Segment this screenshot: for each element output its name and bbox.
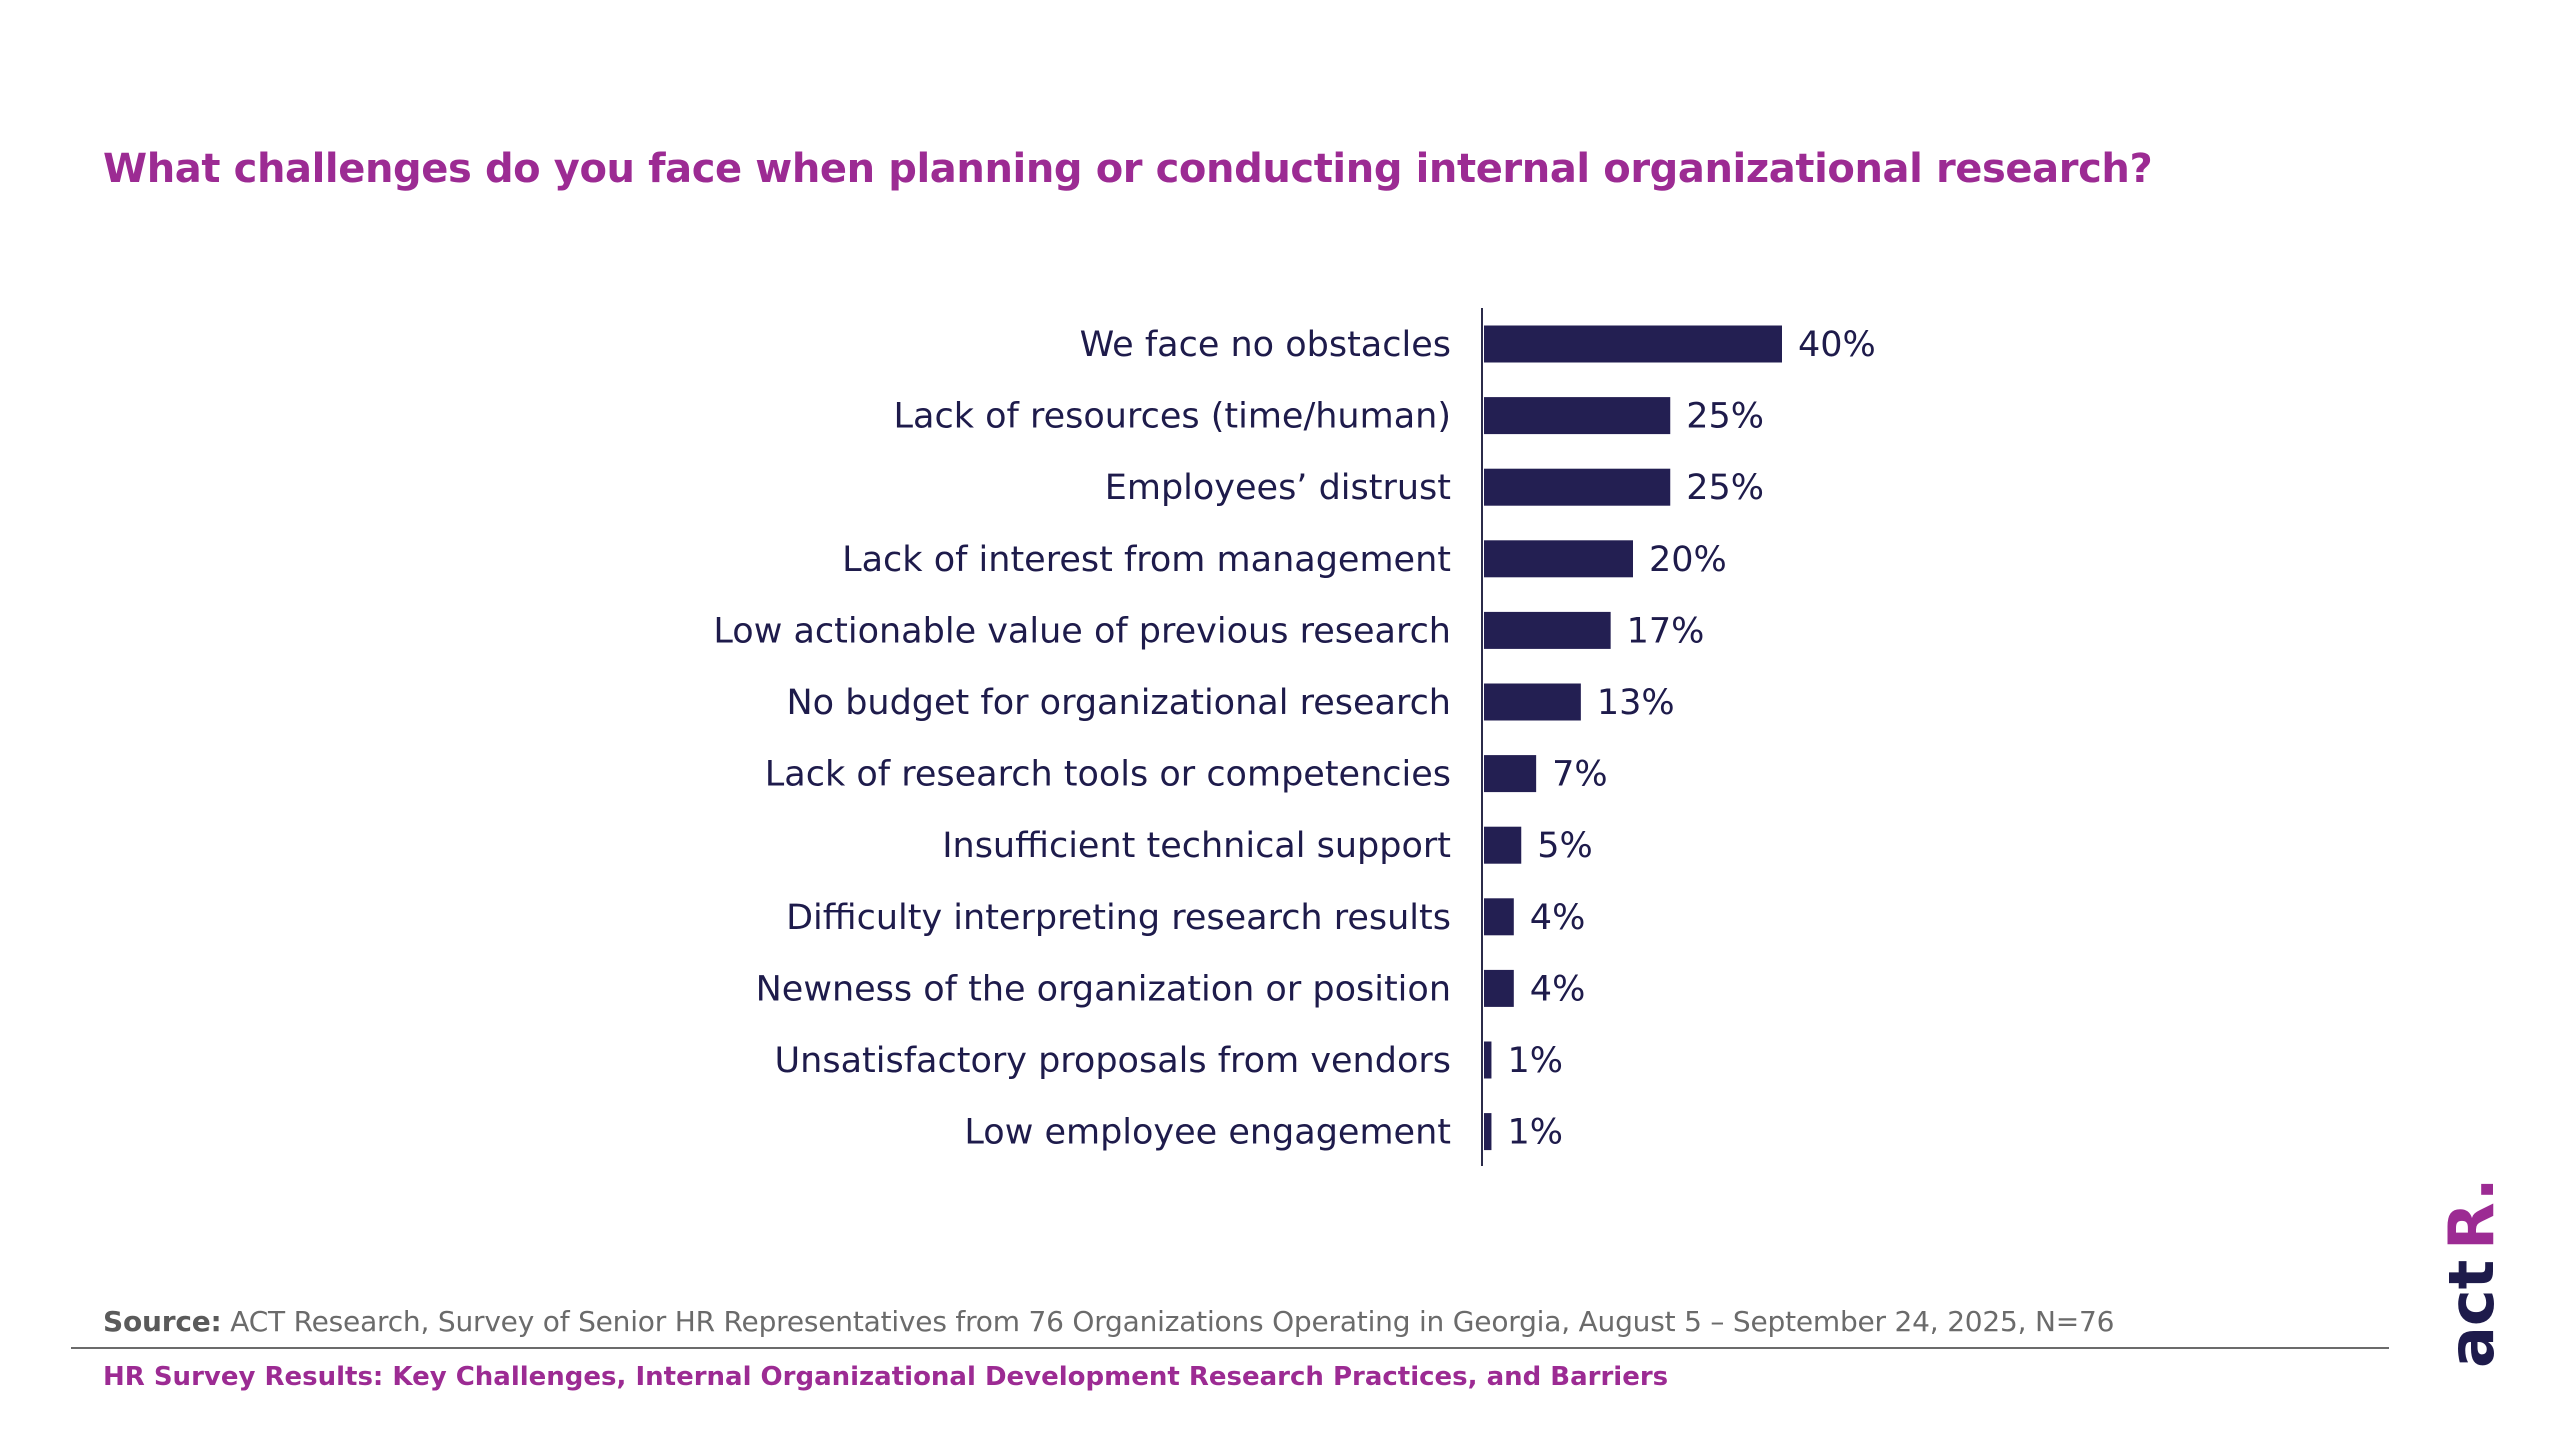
category-label-4: Lack of interest from management bbox=[842, 540, 1451, 580]
bars-group bbox=[1484, 325, 1782, 1151]
value-label-4: 20% bbox=[1649, 540, 1727, 580]
category-label-12: Low employee engagement bbox=[964, 1113, 1451, 1153]
category-label-11: Unsatisfactory proposals from vendors bbox=[775, 1041, 1451, 1081]
category-label-1: We face no obstacles bbox=[1080, 325, 1451, 365]
bar-8 bbox=[1484, 826, 1522, 864]
value-label-12: 1% bbox=[1507, 1113, 1563, 1153]
bar-3 bbox=[1484, 468, 1671, 506]
value-label-7: 7% bbox=[1552, 755, 1608, 795]
page-title: What challenges do you face when plannin… bbox=[103, 146, 2153, 192]
category-label-5: Low actionable value of previous researc… bbox=[713, 611, 1451, 651]
bar-2 bbox=[1484, 397, 1671, 435]
value-label-8: 5% bbox=[1537, 826, 1593, 866]
bar-9 bbox=[1484, 898, 1514, 936]
value-label-10: 4% bbox=[1530, 969, 1586, 1009]
bar-11 bbox=[1484, 1041, 1492, 1079]
source-label: Source: bbox=[103, 1305, 222, 1338]
category-labels-group: We face no obstacles Lack of resources (t… bbox=[713, 325, 1451, 1153]
value-label-9: 4% bbox=[1530, 898, 1586, 938]
bar-10 bbox=[1484, 969, 1514, 1007]
value-label-3: 25% bbox=[1686, 468, 1764, 508]
act-logo: act R. bbox=[2445, 1178, 2505, 1368]
value-labels-group: 40% 25% 25% 20% 17% 13% 7% 5% 4% 4% 1% 1% bbox=[1507, 325, 1875, 1153]
category-label-8: Insufficient technical support bbox=[942, 826, 1451, 866]
category-label-7: Lack of research tools or competencies bbox=[765, 755, 1451, 795]
logo-text: act bbox=[2445, 1260, 2505, 1368]
category-label-10: Newness of the organization or position bbox=[756, 969, 1451, 1009]
category-label-3: Employees’ distrust bbox=[1105, 468, 1451, 508]
logo-mark: R. bbox=[2445, 1178, 2505, 1250]
source-note: Source: ACT Research, Survey of Senior H… bbox=[103, 1305, 2114, 1338]
value-label-6: 13% bbox=[1597, 683, 1675, 723]
value-label-11: 1% bbox=[1507, 1041, 1563, 1081]
bar-4 bbox=[1484, 540, 1633, 578]
bar-7 bbox=[1484, 755, 1537, 793]
source-text: ACT Research, Survey of Senior HR Repres… bbox=[221, 1305, 2115, 1338]
value-label-5: 17% bbox=[1627, 611, 1705, 651]
bar-6 bbox=[1484, 683, 1581, 721]
category-label-2: Lack of resources (time/human) bbox=[894, 397, 1451, 437]
bar-1 bbox=[1484, 325, 1782, 363]
bar-12 bbox=[1484, 1113, 1492, 1151]
category-label-6: No budget for organizational research bbox=[786, 683, 1451, 723]
value-label-2: 25% bbox=[1686, 397, 1764, 437]
value-label-1: 40% bbox=[1798, 325, 1876, 365]
footer-title: HR Survey Results: Key Challenges, Inter… bbox=[103, 1362, 1669, 1392]
footer-divider bbox=[71, 1347, 2389, 1349]
bar-5 bbox=[1484, 611, 1611, 649]
category-label-9: Difficulty interpreting research results bbox=[786, 898, 1451, 938]
bar-chart: We face no obstacles Lack of resources (t… bbox=[713, 308, 1876, 1166]
